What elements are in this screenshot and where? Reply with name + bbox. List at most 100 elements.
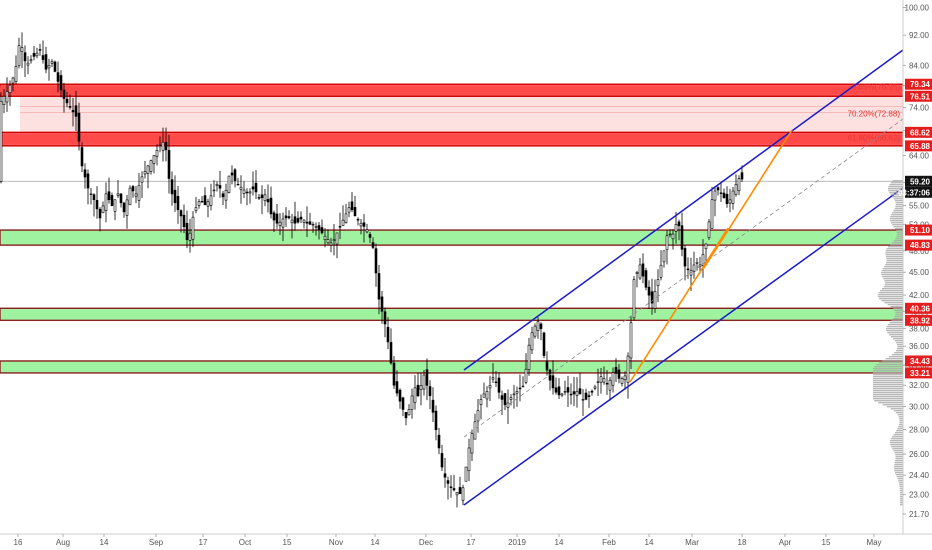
time-axis[interactable] <box>0 534 932 550</box>
candle <box>152 154 156 174</box>
candle <box>629 316 633 370</box>
candle-body <box>392 362 396 386</box>
candle <box>494 370 498 387</box>
x-tick-label: 2019 <box>508 538 526 547</box>
volume-profile-bar <box>890 336 903 338</box>
candle <box>344 203 348 224</box>
volume-profile-bar <box>873 368 903 370</box>
candle-body <box>359 222 363 227</box>
candle <box>161 127 165 162</box>
candle-body <box>677 221 681 227</box>
candle <box>731 186 735 210</box>
trend-lines[interactable] <box>463 49 904 506</box>
candle <box>182 204 186 234</box>
volume-profile-bar <box>898 416 903 418</box>
volume-profile-bar <box>898 480 903 482</box>
candle <box>230 165 234 185</box>
volume-profile-bar <box>884 280 903 282</box>
candle-body <box>8 84 12 93</box>
candle-body <box>644 270 648 288</box>
x-tick-label: 14 <box>371 538 380 547</box>
candle-body <box>389 342 393 364</box>
candle <box>332 224 336 256</box>
candle-body <box>683 248 687 267</box>
candle <box>53 60 57 73</box>
candle <box>185 210 189 249</box>
candle <box>488 375 492 401</box>
candle <box>257 194 261 201</box>
volume-profile-bar <box>873 380 903 382</box>
candle-body <box>500 395 504 400</box>
volume-profile-bar <box>896 234 903 236</box>
candle <box>101 201 105 214</box>
candle-body <box>575 391 579 396</box>
candle-body <box>296 218 300 223</box>
channel-lower-line[interactable] <box>463 187 904 506</box>
candle <box>401 396 405 417</box>
candle <box>359 219 363 235</box>
volume-profile-bar <box>885 256 903 258</box>
candle <box>650 278 654 315</box>
volume-profile-bar <box>892 224 903 226</box>
candle-body <box>164 141 168 151</box>
candle <box>389 328 393 365</box>
candle-body <box>2 96 6 105</box>
volume-profile-bar <box>873 378 903 380</box>
candle <box>92 193 96 217</box>
volume-profile-bar <box>896 342 903 344</box>
candle-body <box>173 189 177 204</box>
volume-profile-bar <box>892 212 903 214</box>
candle-body <box>161 141 165 151</box>
candle <box>14 55 18 85</box>
candle-body <box>263 194 267 202</box>
candle <box>176 185 180 224</box>
volume-profile-bar <box>896 230 903 232</box>
volume-profile-bar <box>884 284 903 286</box>
candle-body <box>242 189 246 194</box>
candle-body <box>440 453 444 468</box>
candle <box>428 380 432 410</box>
candle <box>452 474 456 492</box>
y-tick-label: 23.00 <box>909 491 930 500</box>
candle <box>320 219 324 235</box>
candle-body <box>146 165 150 174</box>
candle-body <box>218 185 222 189</box>
candle <box>266 184 270 213</box>
candle-body <box>56 72 60 82</box>
volume-profile-bar <box>876 364 903 366</box>
y-tick-label: 21.70 <box>909 510 930 519</box>
volume-profile-bar <box>883 278 903 280</box>
candle-body <box>482 393 486 398</box>
volume-profile-bar <box>895 454 903 456</box>
volume-profile-bar <box>894 462 903 464</box>
trend-line-1[interactable] <box>629 227 729 383</box>
candle-body <box>110 195 114 206</box>
candle-body <box>257 197 261 199</box>
volume-profile-bar <box>887 332 903 334</box>
candle-body <box>149 160 153 172</box>
candle-body <box>602 378 606 383</box>
candle <box>680 212 684 257</box>
candle-body <box>62 89 66 99</box>
candle-body <box>461 487 465 501</box>
candle-body <box>527 344 531 370</box>
candle-body <box>416 384 420 397</box>
channel-median-line[interactable] <box>463 118 904 438</box>
trend-line-2[interactable] <box>703 129 793 269</box>
zone-badge-top-0 <box>905 78 932 90</box>
volume-profile-bar <box>873 396 903 398</box>
volume-profile-bar <box>886 406 903 408</box>
candle-body <box>557 386 561 396</box>
candle-body <box>716 187 720 191</box>
volume-profile-bar <box>894 452 903 454</box>
volume-profile-bar <box>873 388 903 390</box>
candle-body <box>92 194 96 201</box>
candle-body <box>41 55 45 60</box>
channel-upper-line[interactable] <box>463 49 904 371</box>
volume-profile-bar <box>894 470 903 472</box>
candle <box>326 229 330 245</box>
volume-profile-bar <box>894 208 903 210</box>
candle-body <box>191 216 195 240</box>
volume-profile-bar <box>882 288 903 290</box>
